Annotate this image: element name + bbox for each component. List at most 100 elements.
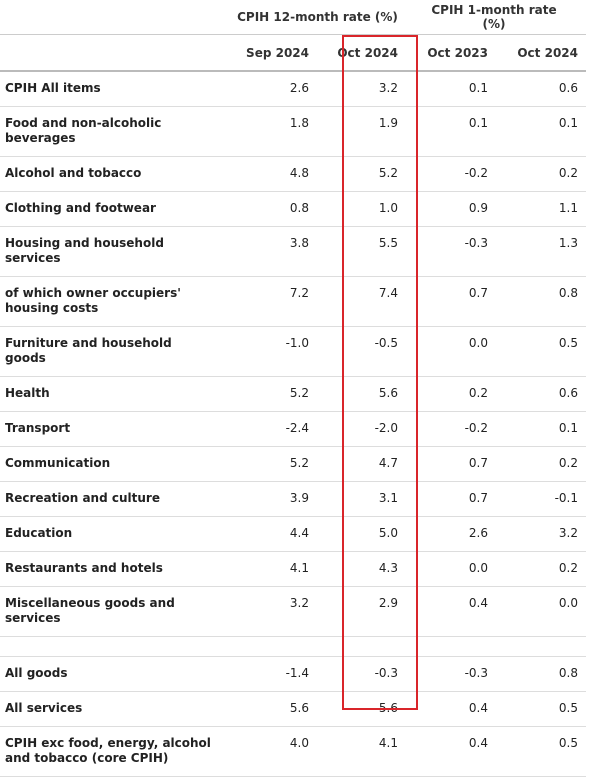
cell-value: 0.8 [495,656,586,692]
cell-value: 4.1 [325,726,420,777]
cell-value: 2.9 [325,586,420,637]
cell-value: 0.4 [420,691,495,727]
cell-value: 4.1 [235,551,325,587]
column-header: Sep 2024 [235,34,325,72]
cell-value: 0.1 [495,106,586,157]
table-row: Health 5.2 5.6 0.2 0.6 [0,376,586,412]
cell-value: 4.0 [235,726,325,777]
cell-value: 4.7 [325,446,420,482]
cell-value: -1.0 [235,326,325,377]
row-label: of which owner occupiers' housing costs [0,276,235,327]
cell-value: 0.7 [420,276,495,327]
row-label: Housing and household services [0,226,235,277]
table-row: Housing and household services 3.8 5.5 -0.3… [0,226,586,277]
row-label: Furniture and household goods [0,326,235,377]
cell-value: 3.2 [325,71,420,107]
group-header: CPIH 12-month rate (%) [237,10,398,24]
cell-value: -1.4 [235,656,325,692]
cell-value: 1.9 [325,106,420,157]
column-header: Oct 2023 [420,34,495,72]
table-row: Clothing and footwear 0.8 1.0 0.9 1.1 [0,191,586,227]
cell-value: 0.8 [495,276,586,327]
cell-value: 0.2 [420,376,495,412]
cell-value: 0.8 [235,191,325,227]
column-header: Oct 2024 [325,34,420,72]
cell-value: 5.2 [235,446,325,482]
table-row: Restaurants and hotels 4.1 4.3 0.0 0.2 [0,551,586,587]
cell-value: -0.5 [325,326,420,377]
row-label: Communication [0,446,235,482]
row-label: CPIH All items [0,71,235,107]
table-row: Recreation and culture 3.9 3.1 0.7 -0.1 [0,481,586,517]
column-header: Oct 2024 [495,34,586,72]
cell-value: 0.4 [420,586,495,637]
table-row: CPIH All items 2.6 3.2 0.1 0.6 [0,71,586,107]
row-label: CPIH exc food, energy, alcohol and tobac… [0,726,235,777]
cell-value: 1.8 [235,106,325,157]
cell-value: 0.1 [495,411,586,447]
table-row: Food and non-alcoholic beverages 1.8 1.9 0.… [0,106,586,157]
table-row: Education 4.4 5.0 2.6 3.2 [0,516,586,552]
table-row: CPIH exc food, energy, alcohol and tobac… [0,726,586,777]
row-label: Transport [0,411,235,447]
cell-value: 3.9 [235,481,325,517]
row-label: Health [0,376,235,412]
page: CPIH 12-month rate (%) CPIH 1-month rate… [0,3,586,777]
row-label: Miscellaneous goods and services [0,586,235,637]
cell-value: 3.2 [235,586,325,637]
table-row: Communication 5.2 4.7 0.7 0.2 [0,446,586,482]
cell-value: -0.2 [420,411,495,447]
cell-value: 0.2 [495,446,586,482]
cell-value: -0.3 [325,656,420,692]
table-row: Furniture and household goods -1.0 -0.5 0.0… [0,326,586,377]
row-label: All services [0,691,235,727]
cell-value: -2.0 [325,411,420,447]
row-label: Clothing and footwear [0,191,235,227]
cell-value: 1.3 [495,226,586,277]
row-label: Alcohol and tobacco [0,156,235,192]
cell-value: 7.4 [325,276,420,327]
table-row: Alcohol and tobacco 4.8 5.2 -0.2 0.2 [0,156,586,192]
cell-value: 4.8 [235,156,325,192]
cell-value: 0.7 [420,481,495,517]
cell-value: 0.1 [420,71,495,107]
cell-value: 0.0 [495,586,586,637]
cell-value: 0.6 [495,376,586,412]
cell-value: 1.0 [325,191,420,227]
cell-value: 3.2 [495,516,586,552]
cell-value: 5.0 [325,516,420,552]
cell-value: 5.6 [235,691,325,727]
cell-value: 0.7 [420,446,495,482]
row-label: Education [0,516,235,552]
cell-value: 0.2 [495,551,586,587]
cell-value: 5.5 [325,226,420,277]
cell-value: 0.1 [420,106,495,157]
spacer-row [0,636,586,657]
cell-value: 0.5 [495,691,586,727]
cell-value: 2.6 [420,516,495,552]
cell-value: -0.3 [420,656,495,692]
cell-value: 0.0 [420,326,495,377]
table-row: All goods -1.4 -0.3 -0.3 0.8 [0,656,586,692]
row-label: All goods [0,656,235,692]
table-row: All services 5.6 5.6 0.4 0.5 [0,691,586,727]
row-label: Recreation and culture [0,481,235,517]
table-row: of which owner occupiers' housing costs 7… [0,276,586,327]
cell-value: -0.2 [420,156,495,192]
cell-value: 3.8 [235,226,325,277]
cell-value: 0.6 [495,71,586,107]
cell-value: 2.6 [235,71,325,107]
cell-value: 5.2 [235,376,325,412]
cell-value: 5.6 [325,376,420,412]
table-row: Miscellaneous goods and services 3.2 2.9 0.… [0,586,586,637]
group-header: CPIH 1-month rate (%) [431,3,557,31]
cell-value: 0.5 [495,726,586,777]
cell-value: 5.6 [325,691,420,727]
table-row: Transport -2.4 -2.0 -0.2 0.1 [0,411,586,447]
cell-value: 4.3 [325,551,420,587]
cell-value: 0.5 [495,326,586,377]
cell-value: 0.9 [420,191,495,227]
cell-value: 4.4 [235,516,325,552]
cell-value: 0.2 [495,156,586,192]
row-label: Restaurants and hotels [0,551,235,587]
